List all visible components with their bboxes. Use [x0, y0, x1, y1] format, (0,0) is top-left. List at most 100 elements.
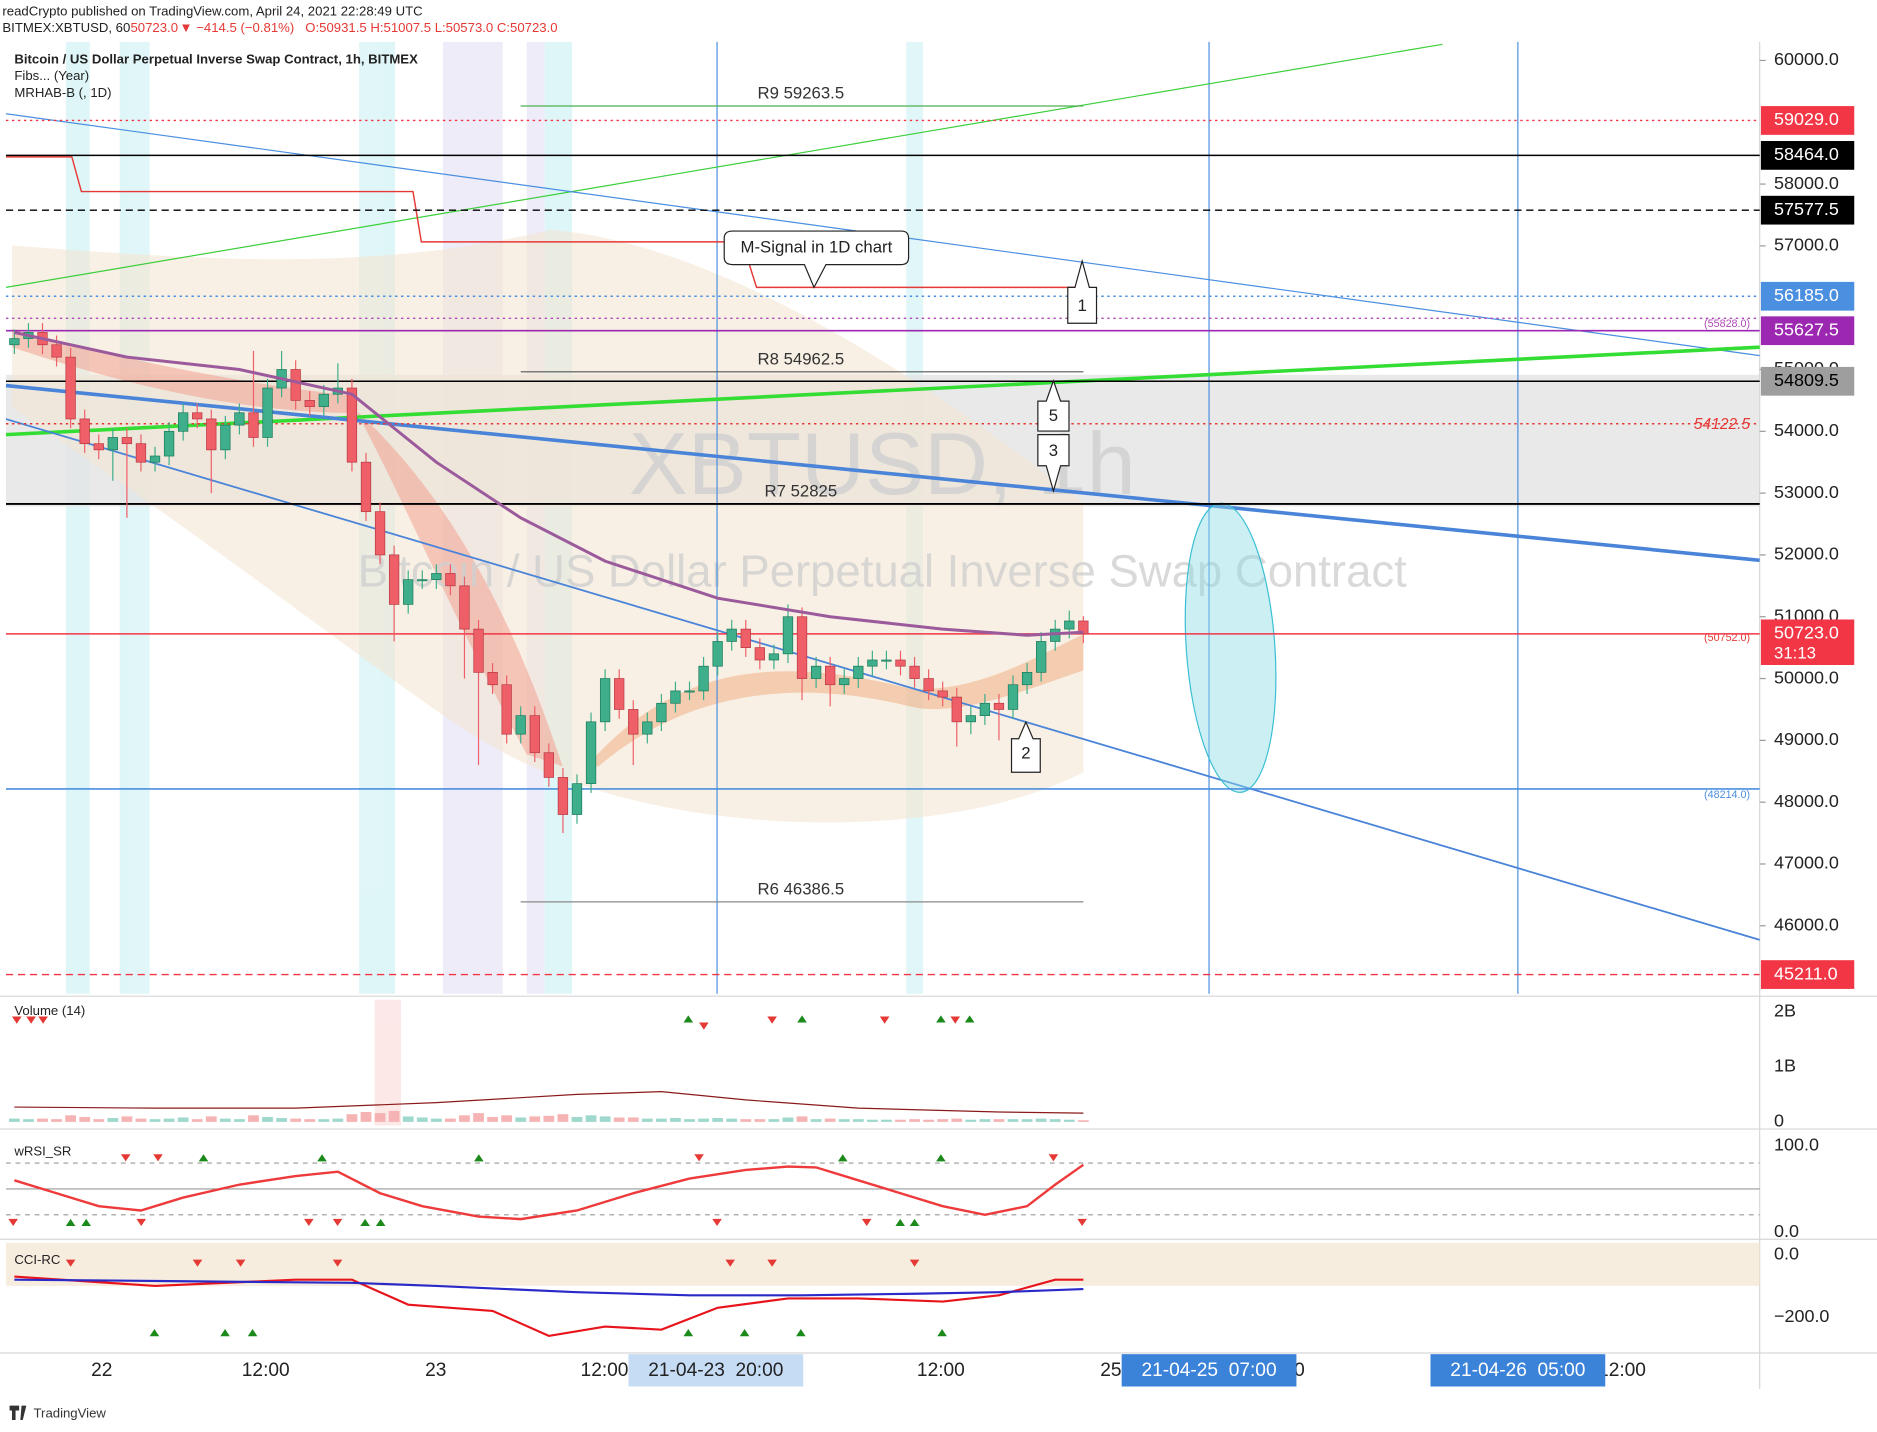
header-bg — [0, 0, 1877, 40]
candle-body — [65, 356, 76, 420]
candle-body — [1036, 641, 1047, 673]
candle-body — [51, 344, 62, 358]
candle-body — [698, 665, 709, 692]
price-tag-label: 45211.0 — [1774, 963, 1838, 983]
volume-bar — [515, 1117, 527, 1122]
time-highlight-label: 21-04-23 20:00 — [648, 1360, 783, 1381]
drawings — [5, 43, 1760, 941]
candle-body — [374, 511, 386, 556]
callout-box — [1010, 720, 1041, 773]
price-tag — [1760, 141, 1855, 170]
candle-body — [388, 554, 400, 605]
candle-body — [206, 418, 217, 451]
candle-body — [79, 418, 90, 445]
volume-bar — [374, 1113, 386, 1122]
x-tick-label: 25 — [1100, 1360, 1121, 1381]
highlight — [119, 41, 150, 994]
y-tick-label: 0.0 — [1774, 1243, 1799, 1263]
volume-bar — [191, 1119, 203, 1122]
volume-bar — [416, 1117, 428, 1122]
volume-bar — [402, 1116, 414, 1122]
candle-body — [1064, 620, 1075, 630]
fib-label: R8 54962.5 — [758, 349, 845, 368]
price-tag-label: 55627.5 — [1774, 319, 1839, 339]
candle-body — [360, 461, 372, 513]
candle-body — [318, 393, 329, 407]
volume-bar — [543, 1115, 555, 1122]
y-tick-label: 50000.0 — [1774, 667, 1839, 687]
candle-body — [571, 783, 583, 815]
candle-body — [417, 579, 428, 582]
candle-body — [529, 715, 540, 754]
price-tag — [1760, 316, 1855, 346]
candle-body — [459, 585, 470, 630]
volume-bar — [768, 1119, 780, 1122]
candle-body — [234, 412, 245, 426]
last-price: 50723.0 — [130, 20, 178, 35]
y-tick-label: 0.0 — [1774, 1221, 1799, 1241]
level-label: (55828.0) — [1704, 318, 1750, 330]
ohlc: O:50931.5 H:51007.5 L:50573.0 C:50723.0 — [305, 20, 557, 35]
cci-line — [14, 1275, 1084, 1338]
watermark: Bitcoin / US Dollar Perpetual Inverse Sw… — [358, 546, 1407, 597]
candle-body — [853, 665, 864, 679]
candle-body — [965, 715, 976, 723]
price-tag-label: 57577.5 — [1774, 199, 1839, 219]
volume-bar — [93, 1119, 105, 1122]
volume-bar — [177, 1117, 189, 1122]
candle-body — [501, 684, 512, 735]
volume-bar — [641, 1118, 653, 1122]
volume-bar — [726, 1118, 738, 1122]
y-tick-label: 54000.0 — [1774, 420, 1839, 440]
candle-body — [867, 659, 878, 667]
y-tick-label: 58000.0 — [1774, 173, 1839, 193]
volume-bar — [1021, 1119, 1033, 1122]
volume-bar — [951, 1118, 963, 1122]
volume-bar — [23, 1119, 34, 1122]
volume-bar — [895, 1119, 906, 1122]
volume-bar — [670, 1118, 681, 1122]
candle-body — [979, 702, 991, 716]
candle-body — [163, 430, 175, 457]
volume-bar — [979, 1119, 991, 1122]
y-tick-label: 0 — [1774, 1111, 1784, 1131]
candle-body — [628, 709, 639, 735]
candle-body — [585, 721, 597, 784]
moving-average — [14, 330, 1084, 637]
candle-body — [1007, 684, 1019, 710]
volume-bar — [838, 1119, 850, 1122]
time-highlight — [1430, 1354, 1606, 1387]
y-tick-label: −200.0 — [1774, 1306, 1829, 1326]
rsi-line — [14, 1163, 1085, 1221]
callout-box — [1037, 434, 1070, 494]
candle-body — [346, 387, 358, 463]
candle-body — [684, 690, 695, 693]
price-tag-label: 54809.5 — [1774, 370, 1839, 390]
candle-body — [290, 369, 301, 401]
volume-bar — [107, 1118, 119, 1122]
y-tick-label: 52000.0 — [1774, 544, 1839, 564]
fib-label: R7 52825 — [765, 481, 838, 500]
volume-bar — [712, 1118, 724, 1122]
volume-bar — [65, 1115, 77, 1122]
candle-body — [121, 437, 133, 445]
candle-body — [937, 690, 948, 698]
y-tick-label: 48000.0 — [1774, 791, 1839, 811]
volume-bar — [923, 1119, 935, 1122]
volume-bar — [290, 1118, 302, 1122]
candle-body — [445, 573, 456, 587]
volume-bar — [585, 1115, 597, 1122]
candle-body — [543, 752, 555, 778]
callout-text: 1 — [1077, 296, 1086, 315]
volume-bar — [487, 1116, 498, 1122]
volume-bar — [445, 1118, 456, 1122]
candle-body — [881, 659, 892, 662]
price-tag-label: 56185.0 — [1774, 285, 1839, 305]
volume-bar — [79, 1116, 91, 1122]
candle-body — [248, 412, 259, 438]
legend-entry: Fibs... (Year) — [14, 68, 89, 83]
pane-frame — [0, 41, 1877, 1389]
candle-body — [178, 412, 189, 432]
y-tick-label: 46000.0 — [1774, 915, 1839, 935]
